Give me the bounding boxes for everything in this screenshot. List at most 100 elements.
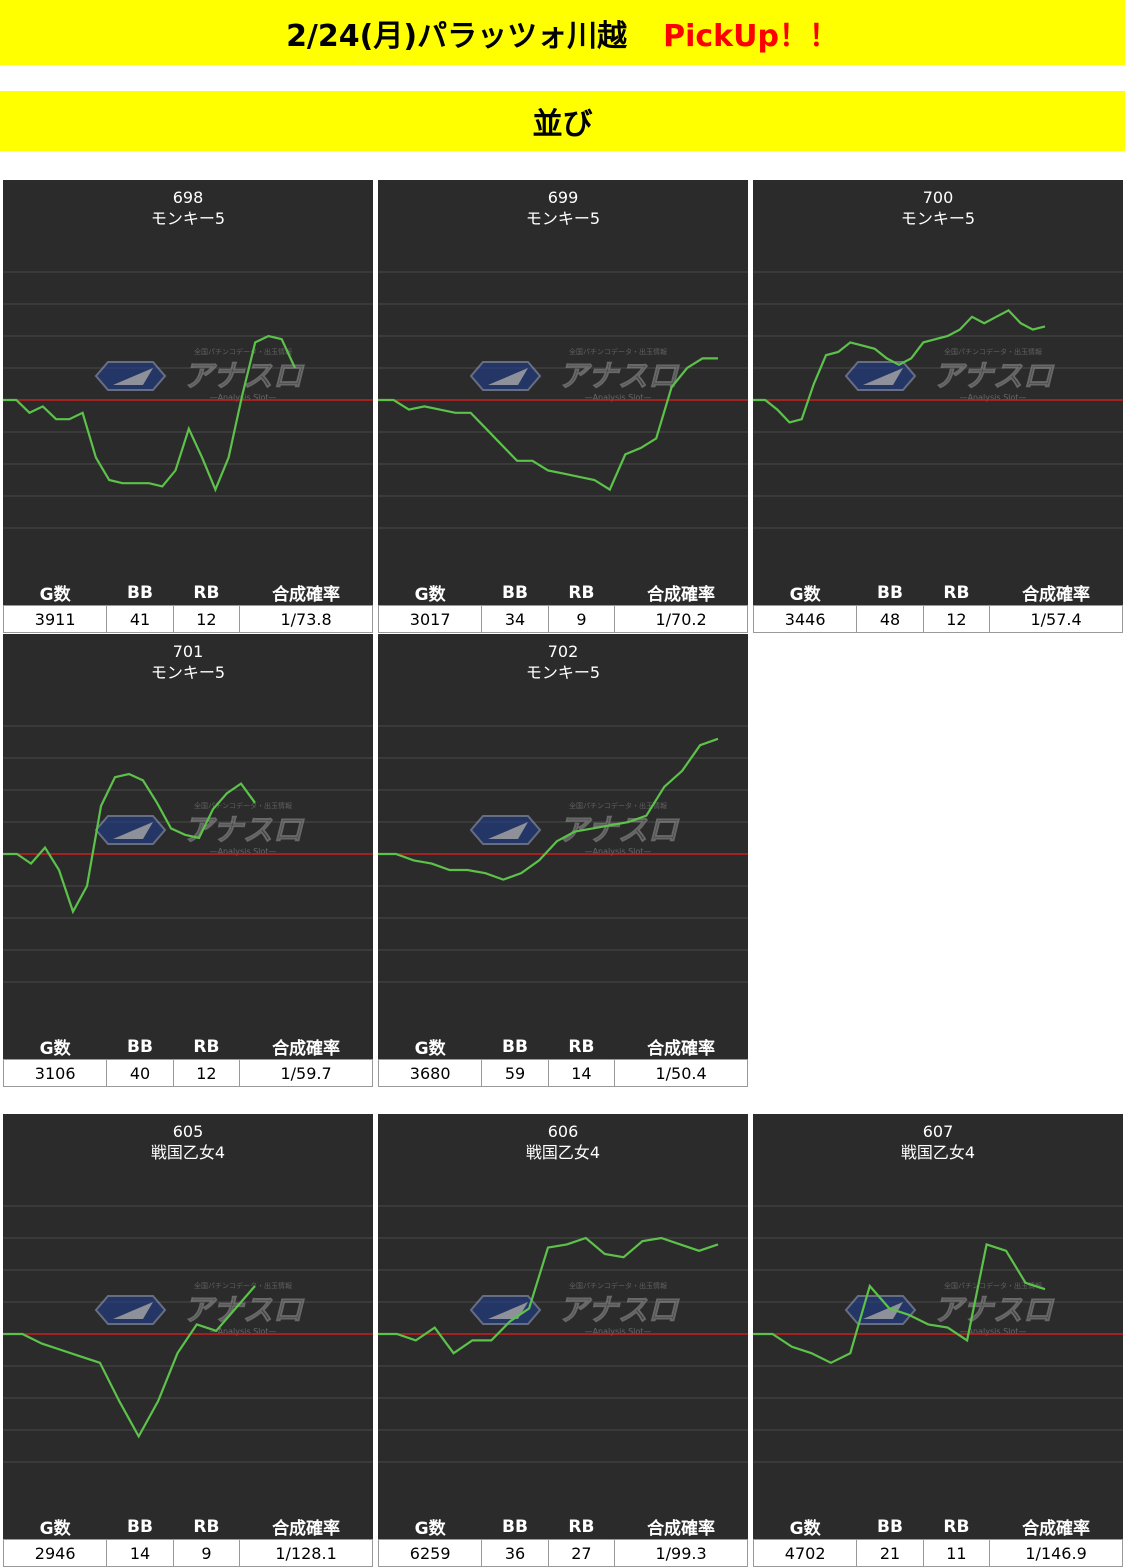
watermark-toptext: 全国パチンコデータ・出玉情報 — [194, 801, 292, 810]
stats-header-cell: G数 — [379, 1514, 482, 1540]
watermark-toptext: 全国パチンコデータ・出玉情報 — [569, 1281, 667, 1290]
watermark-text: アナスロ — [558, 359, 679, 394]
stats-header-cell: 合成確率 — [615, 580, 748, 606]
machine-number: 699 — [378, 188, 748, 208]
stats-header-cell: BB — [857, 1514, 923, 1540]
stats-header-cell: G数 — [4, 1034, 107, 1060]
slump-graph: アナスロ—Analysis Slot—全国パチンコデータ・出玉情報 — [3, 694, 373, 1034]
stats-header-cell: G数 — [4, 1514, 107, 1540]
watermark-logo: アナスロ—Analysis Slot—全国パチンコデータ・出玉情報 — [846, 1281, 1055, 1336]
machine-number: 607 — [753, 1122, 1123, 1142]
combined-rate: 1/128.1 — [240, 1540, 373, 1567]
logo-hex-icon — [471, 362, 540, 390]
logo-hex-icon — [96, 816, 165, 844]
bb-count: 41 — [107, 606, 173, 633]
games-count: 3446 — [754, 606, 857, 633]
watermark-logo: アナスロ—Analysis Slot—全国パチンコデータ・出玉情報 — [471, 347, 680, 402]
rb-count: 27 — [548, 1540, 614, 1567]
stats-header-cell: BB — [857, 580, 923, 606]
machine-number: 698 — [3, 188, 373, 208]
bb-count: 21 — [857, 1540, 923, 1567]
logo-hex-icon — [96, 1296, 165, 1324]
title-banner: 2/24(月)パラッツォ川越 PickUp！！ — [0, 0, 1125, 65]
stats-header-cell: BB — [107, 1034, 173, 1060]
stats-header-cell: 合成確率 — [240, 580, 373, 606]
machine-number: 605 — [3, 1122, 373, 1142]
stats-header-cell: RB — [173, 1034, 239, 1060]
stats-header-cell: G数 — [754, 580, 857, 606]
games-count: 3017 — [379, 606, 482, 633]
subtitle-banner: 並び — [0, 91, 1125, 151]
bb-count: 36 — [482, 1540, 548, 1567]
machine-model: モンキー5 — [3, 663, 373, 683]
stats-header-cell: 合成確率 — [615, 1034, 748, 1060]
watermark-toptext: 全国パチンコデータ・出玉情報 — [194, 1281, 292, 1290]
logo-hex-icon — [96, 362, 165, 390]
watermark-logo: アナスロ—Analysis Slot—全国パチンコデータ・出玉情報 — [96, 1281, 305, 1336]
watermark-toptext: 全国パチンコデータ・出玉情報 — [194, 347, 292, 356]
machine-model: モンキー5 — [378, 663, 748, 683]
combined-rate: 1/59.7 — [240, 1060, 373, 1087]
stats-header-cell: 合成確率 — [615, 1514, 748, 1540]
games-count: 3106 — [4, 1060, 107, 1087]
games-count: 4702 — [754, 1540, 857, 1567]
rb-count: 12 — [173, 606, 239, 633]
machine-number: 606 — [378, 1122, 748, 1142]
stats-header-cell: G数 — [4, 580, 107, 606]
pickup-label: PickUp！！ — [663, 11, 839, 55]
stats-header-cell: RB — [923, 580, 989, 606]
machine-number: 702 — [378, 642, 748, 662]
watermark-logo: アナスロ—Analysis Slot—全国パチンコデータ・出玉情報 — [96, 347, 305, 402]
stats-header-cell: BB — [482, 1034, 548, 1060]
combined-rate: 1/57.4 — [990, 606, 1123, 633]
combined-rate: 1/50.4 — [615, 1060, 748, 1087]
rb-count: 12 — [923, 606, 989, 633]
slump-line — [378, 739, 718, 880]
bb-count: 59 — [482, 1060, 548, 1087]
stats-header-cell: G数 — [754, 1514, 857, 1540]
slump-graph: アナスロ—Analysis Slot—全国パチンコデータ・出玉情報 — [3, 1174, 373, 1514]
rb-count: 9 — [548, 606, 614, 633]
slump-graph: アナスロ—Analysis Slot—全国パチンコデータ・出玉情報 — [3, 240, 373, 580]
logo-hex-icon — [846, 1296, 915, 1324]
rb-count: 14 — [548, 1060, 614, 1087]
slump-graph: アナスロ—Analysis Slot—全国パチンコデータ・出玉情報 — [753, 240, 1123, 580]
page-subtitle: 並び — [533, 99, 593, 143]
machine-number: 700 — [753, 188, 1123, 208]
games-count: 2946 — [4, 1540, 107, 1567]
machine-model: 戦国乙女4 — [378, 1143, 748, 1163]
games-count: 3911 — [4, 606, 107, 633]
stats-header-cell: RB — [173, 1514, 239, 1540]
watermark-logo: アナスロ—Analysis Slot—全国パチンコデータ・出玉情報 — [471, 801, 680, 856]
combined-rate: 1/146.9 — [990, 1540, 1123, 1567]
slump-graph: アナスロ—Analysis Slot—全国パチンコデータ・出玉情報 — [378, 240, 748, 580]
stats-header-cell: BB — [482, 1514, 548, 1540]
bb-count: 40 — [107, 1060, 173, 1087]
machine-model: 戦国乙女4 — [3, 1143, 373, 1163]
stats-header-cell: BB — [107, 1514, 173, 1540]
bb-count: 48 — [857, 606, 923, 633]
stats-header-cell: RB — [923, 1514, 989, 1540]
stats-header-cell: BB — [107, 580, 173, 606]
stats-header-cell: 合成確率 — [240, 1514, 373, 1540]
rb-count: 12 — [173, 1060, 239, 1087]
watermark-toptext: 全国パチンコデータ・出玉情報 — [944, 347, 1042, 356]
combined-rate: 1/99.3 — [615, 1540, 748, 1567]
bb-count: 14 — [107, 1540, 173, 1567]
logo-hex-icon — [846, 362, 915, 390]
bb-count: 34 — [482, 606, 548, 633]
